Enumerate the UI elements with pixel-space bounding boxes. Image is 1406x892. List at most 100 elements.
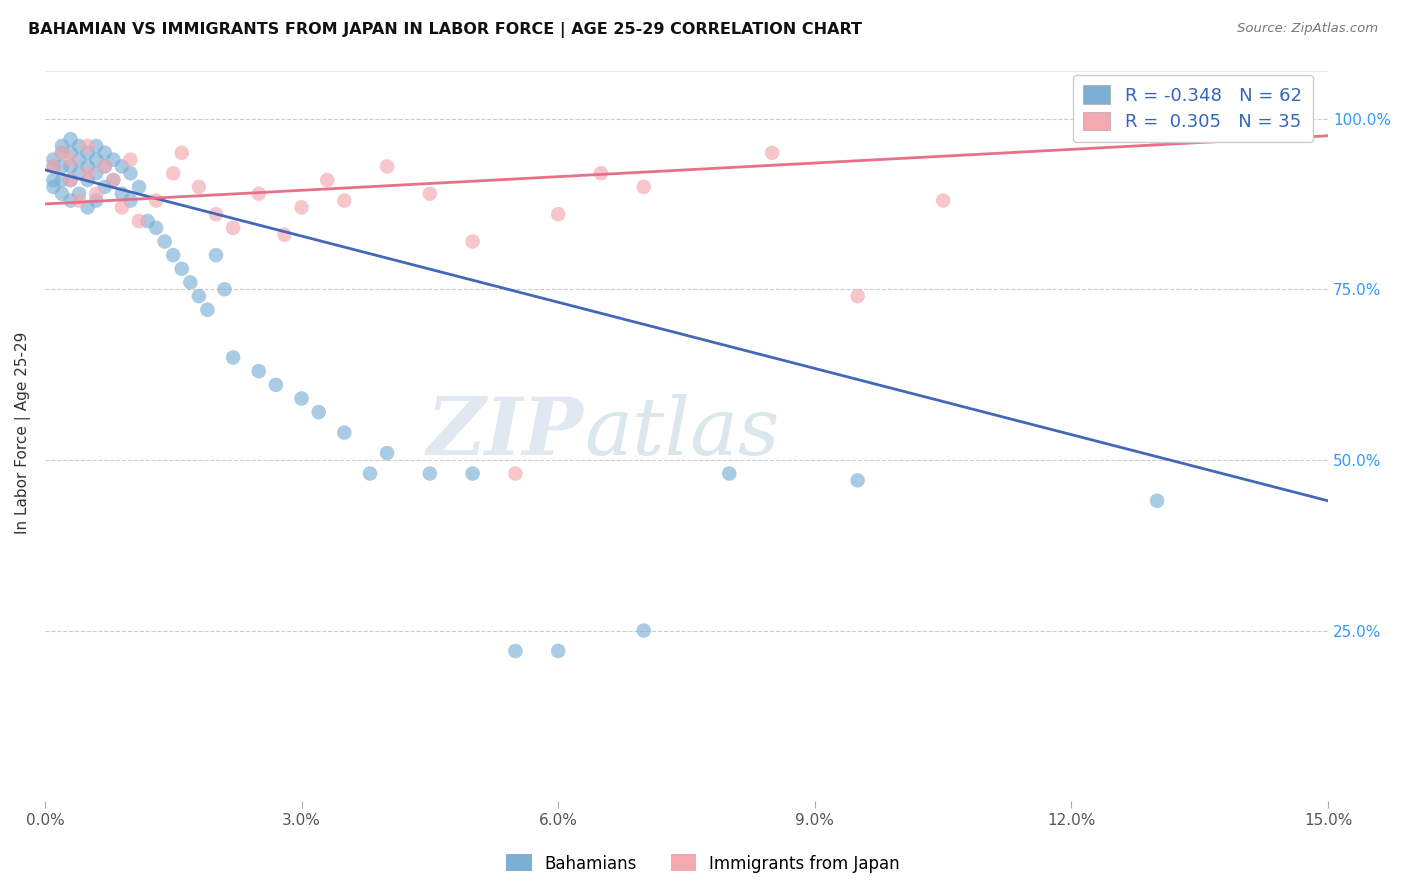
Point	[94, 160, 117, 174]
Point	[59, 145, 82, 160]
Point	[67, 194, 90, 208]
Point	[162, 166, 184, 180]
Point	[42, 160, 65, 174]
Point	[59, 160, 82, 174]
Point	[375, 446, 398, 460]
Point	[76, 139, 98, 153]
Point	[120, 194, 142, 208]
Point	[633, 180, 655, 194]
Point	[94, 180, 117, 194]
Point	[111, 186, 134, 201]
Point	[290, 200, 312, 214]
Point	[51, 186, 73, 201]
Point	[51, 139, 73, 153]
Point	[120, 153, 142, 167]
Point	[128, 214, 150, 228]
Point	[170, 145, 193, 160]
Point	[718, 467, 741, 481]
Point	[42, 153, 65, 167]
Point	[94, 160, 117, 174]
Point	[419, 467, 441, 481]
Point	[170, 261, 193, 276]
Point	[214, 282, 236, 296]
Point	[308, 405, 330, 419]
Point	[84, 194, 107, 208]
Point	[264, 377, 287, 392]
Point	[76, 173, 98, 187]
Point	[67, 186, 90, 201]
Point	[59, 173, 82, 187]
Point	[51, 173, 73, 187]
Point	[505, 644, 527, 658]
Point	[247, 186, 270, 201]
Point	[111, 160, 134, 174]
Point	[42, 173, 65, 187]
Point	[205, 248, 228, 262]
Point	[76, 200, 98, 214]
Point	[128, 180, 150, 194]
Point	[59, 153, 82, 167]
Y-axis label: In Labor Force | Age 25-29: In Labor Force | Age 25-29	[15, 332, 31, 533]
Point	[761, 145, 783, 160]
Point	[94, 145, 117, 160]
Point	[247, 364, 270, 378]
Point	[51, 145, 73, 160]
Point	[42, 160, 65, 174]
Point	[136, 214, 159, 228]
Point	[76, 166, 98, 180]
Point	[59, 194, 82, 208]
Point	[84, 166, 107, 180]
Point	[145, 220, 167, 235]
Point	[103, 153, 125, 167]
Point	[76, 145, 98, 160]
Point	[505, 467, 527, 481]
Point	[633, 624, 655, 638]
Point	[932, 194, 955, 208]
Point	[846, 474, 869, 488]
Point	[111, 200, 134, 214]
Point	[846, 289, 869, 303]
Point	[461, 235, 484, 249]
Point	[120, 166, 142, 180]
Point	[153, 235, 176, 249]
Point	[205, 207, 228, 221]
Point	[67, 166, 90, 180]
Point	[187, 180, 209, 194]
Point	[222, 220, 245, 235]
Point	[316, 173, 339, 187]
Point	[103, 173, 125, 187]
Point	[59, 173, 82, 187]
Point	[222, 351, 245, 365]
Point	[547, 207, 569, 221]
Point	[375, 160, 398, 174]
Point	[59, 132, 82, 146]
Point	[179, 276, 201, 290]
Point	[145, 194, 167, 208]
Point	[589, 166, 612, 180]
Legend: R = -0.348   N = 62, R =  0.305   N = 35: R = -0.348 N = 62, R = 0.305 N = 35	[1073, 75, 1313, 142]
Point	[67, 153, 90, 167]
Point	[461, 467, 484, 481]
Point	[419, 186, 441, 201]
Point	[42, 180, 65, 194]
Point	[84, 153, 107, 167]
Legend: Bahamians, Immigrants from Japan: Bahamians, Immigrants from Japan	[501, 847, 905, 880]
Point	[67, 139, 90, 153]
Text: ZIP: ZIP	[427, 394, 583, 471]
Text: atlas: atlas	[583, 394, 779, 471]
Point	[197, 302, 219, 317]
Point	[84, 186, 107, 201]
Point	[1146, 493, 1168, 508]
Point	[359, 467, 381, 481]
Point	[162, 248, 184, 262]
Text: Source: ZipAtlas.com: Source: ZipAtlas.com	[1237, 22, 1378, 36]
Point	[333, 425, 356, 440]
Text: BAHAMIAN VS IMMIGRANTS FROM JAPAN IN LABOR FORCE | AGE 25-29 CORRELATION CHART: BAHAMIAN VS IMMIGRANTS FROM JAPAN IN LAB…	[28, 22, 862, 38]
Point	[84, 139, 107, 153]
Point	[187, 289, 209, 303]
Point	[51, 160, 73, 174]
Point	[273, 227, 295, 242]
Point	[51, 145, 73, 160]
Point	[290, 392, 312, 406]
Point	[333, 194, 356, 208]
